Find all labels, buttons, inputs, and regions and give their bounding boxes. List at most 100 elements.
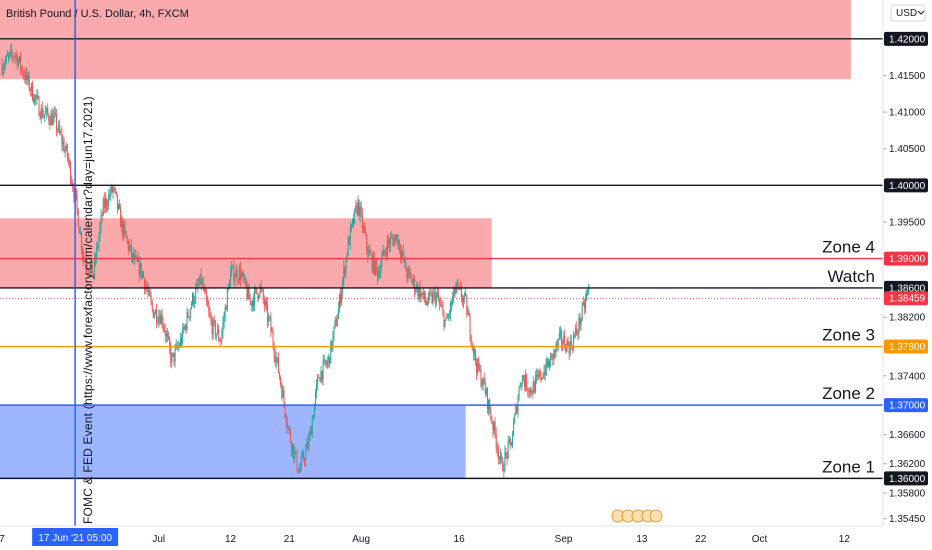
candle-body [212,319,214,335]
candle-body [250,301,252,306]
candle-body [386,239,388,256]
candle-body [356,206,358,215]
candle-body [122,219,124,236]
price-tag-box [884,251,928,266]
candle-body [493,421,495,431]
candle-body [35,95,37,99]
candle-body [483,377,485,385]
candle-body [509,439,511,442]
candle-body [301,453,303,458]
candle-body [513,422,515,436]
price-tag-label: 1.38459 [889,294,926,305]
candle-body [444,319,446,327]
candle-body [507,441,509,459]
zone-rect[interactable] [0,0,851,80]
candle-body [421,292,423,296]
currency-badge[interactable]: USD [890,4,926,22]
candle-body [279,372,281,378]
y-tick-label: 1.38200 [889,313,926,324]
candle-body [186,312,188,330]
candle-body [139,263,141,276]
candle-body [268,316,270,322]
candle-body [551,353,553,356]
candle-body [419,286,421,300]
candle-body [83,255,85,260]
candle-body [370,253,372,255]
price-tag[interactable]: 1.37800 [884,339,928,354]
price-tag[interactable]: 1.38459 [884,291,928,306]
candle-body [422,290,424,296]
candle-body [426,302,428,305]
candle-body [387,239,389,243]
candle-body [559,331,561,333]
candle-body [324,359,326,364]
candle-body [164,330,166,337]
price-tag[interactable]: 1.40000 [884,178,928,193]
candle-body [1,64,3,74]
candle-body [449,302,451,315]
candle-body [143,272,145,278]
candle-body [249,299,251,302]
candle-body [238,268,240,281]
candle-body [236,269,238,281]
candle-body [508,439,510,442]
candle-body [4,60,6,66]
candle-body [244,277,246,280]
price-axis[interactable]: 1.41500 1.41000 1.40500 1.39500 1.38200 1.374… [882,0,932,526]
candle-body [84,259,86,263]
candle-body [57,129,59,131]
candle-body [267,304,269,322]
candle-body [153,314,155,318]
candle-body [242,273,244,275]
candle-body [524,380,526,387]
price-tag[interactable]: 1.42000 [884,31,928,46]
dividends-marker[interactable] [611,509,663,523]
candle-body [31,83,33,100]
zone-rect[interactable] [0,405,466,479]
candle-body [354,208,356,224]
date-highlight-box[interactable] [32,528,119,546]
candle-body [485,388,487,394]
candle-body [453,287,455,298]
y-tick-label: 1.37400 [889,371,926,382]
candle-body [223,317,225,323]
candle-body [568,344,570,354]
candle-body [89,265,91,273]
candle-body [587,289,589,294]
price-tag-label: 1.39000 [889,254,926,265]
candle-body [463,297,465,302]
candle-body [393,239,395,246]
candle-body [519,386,521,388]
candle-body [533,381,535,393]
candle-body [380,265,382,275]
candle-body [9,52,11,56]
candle-body [429,292,431,294]
candle-body [39,115,41,119]
candle-body [303,453,305,460]
price-tag[interactable]: 1.36000 [884,471,928,486]
candle-body [48,114,50,122]
candle-body [469,316,471,338]
candle-body [159,316,161,325]
candle-body [341,291,343,303]
candle-body [38,97,40,116]
candle-body [477,359,479,373]
price-tag[interactable]: 1.39000 [884,251,928,266]
candle-body [385,252,387,256]
candle-body [565,347,567,353]
candle-body [375,260,377,269]
candle-body [464,293,466,298]
candle-body [51,113,53,126]
candle-body [169,338,171,348]
candle-body [359,206,361,217]
candle-body [200,274,202,285]
zone-rect[interactable] [0,218,492,288]
candle-body [45,112,47,115]
candle-body [213,319,215,322]
candle-body [140,263,142,277]
price-tag[interactable]: 1.37000 [884,398,928,413]
time-axis[interactable]: 7 Jul 12 21 Aug 16 Sep 13 22 Oct 12 17 Jun '21 05:0… [0,525,932,550]
candle-body [180,337,182,347]
candle-body [144,277,146,290]
